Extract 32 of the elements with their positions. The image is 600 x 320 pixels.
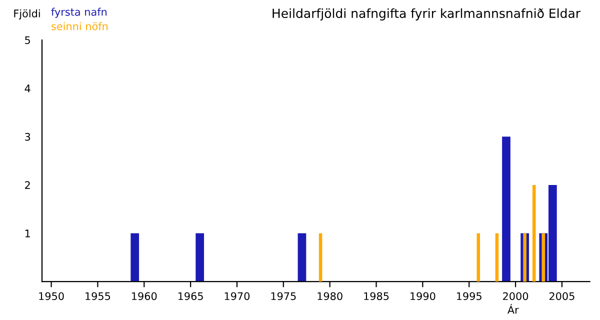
bar [542, 233, 545, 282]
x-tick-label: 1995 [456, 292, 482, 300]
x-tick-label: 1965 [178, 292, 203, 300]
bar [318, 233, 322, 282]
x-tick-label: 2000 [503, 292, 528, 300]
x-tick-label: 2005 [549, 292, 574, 300]
bar [130, 233, 140, 282]
y-axis-title: Fjöldi [14, 9, 40, 20]
bar [502, 136, 510, 282]
text: fyrsta nafn [51, 8, 107, 18]
x-tick-label: 1975 [271, 292, 296, 300]
bar [495, 233, 499, 282]
y-tick-label: 5 [25, 36, 30, 44]
x-tick-label: 1955 [86, 292, 110, 300]
x-tick-label: 1970 [224, 292, 250, 300]
y-tick-label: 3 [25, 132, 30, 141]
x-tick-label: 1990 [410, 292, 436, 300]
y-tick-label: 4 [24, 84, 30, 92]
bar [532, 184, 536, 282]
y-tick-label: 2 [25, 181, 30, 189]
x-tick-label: 1985 [364, 292, 389, 300]
bar [523, 233, 526, 282]
text: seinni nöfn [52, 22, 108, 30]
x-axis-title: Ár [507, 304, 519, 314]
x-tick-label: 1950 [39, 292, 64, 300]
x-tick-label: 1960 [132, 292, 157, 300]
bar [298, 233, 306, 282]
x-tick-label: 1980 [318, 292, 342, 300]
y-tick-label: 1 [25, 230, 30, 238]
bar [196, 233, 204, 282]
bar [476, 233, 480, 282]
chart-title: Heildarfjöldi nafngifta fyrir karlmannsnafnið Eldar [272, 8, 581, 20]
